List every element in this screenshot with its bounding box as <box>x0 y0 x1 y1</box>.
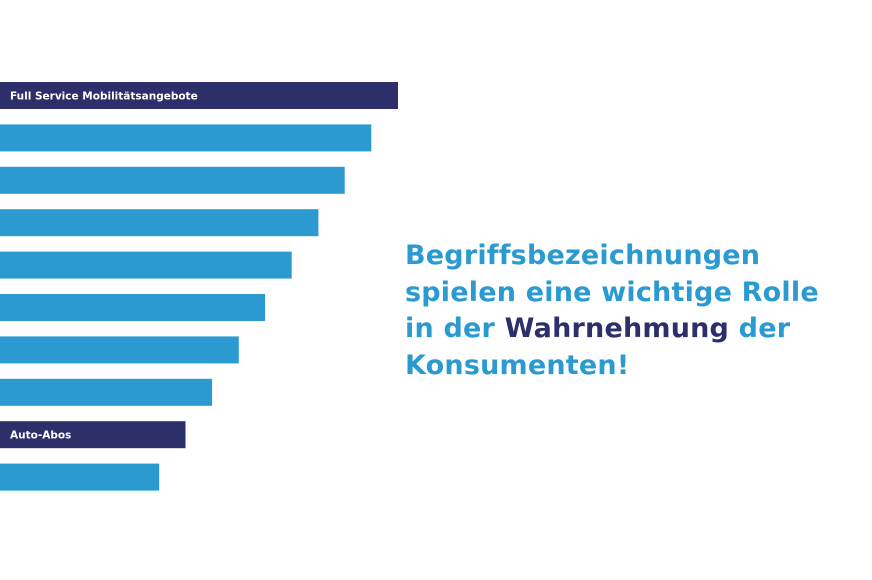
bar-4 <box>0 209 319 237</box>
bar-7 <box>0 336 239 364</box>
headline-line-2: spielen eine wichtige Rolle <box>405 276 819 308</box>
headline-line-4: Konsumenten! <box>405 349 630 381</box>
bar-8 <box>0 378 213 406</box>
headline-emphasis-word: Wahrnehmung <box>504 313 730 344</box>
bar-9 <box>0 421 186 449</box>
headline-line-3-start: in der <box>405 313 505 344</box>
bar-1 <box>0 82 398 109</box>
headline-line-1: Begriffsbezeichnungen <box>405 240 761 271</box>
bar-10 <box>0 463 160 491</box>
headline-line-3-end: der <box>729 313 791 344</box>
bar-label-1: Full Service Mobilitätsangebote <box>10 91 198 103</box>
bar-5 <box>0 251 292 279</box>
headline: Begriffsbezeichnungen spielen eine wicht… <box>405 238 865 384</box>
horizontal-bar-chart: Full Service Mobilitätsangebote Auto-Abos <box>0 82 398 491</box>
headline-line-3: in der Wahrnehmung der <box>405 311 865 348</box>
bar-3 <box>0 166 345 194</box>
bar-label-9: Auto-Abos <box>10 430 71 442</box>
bar-2 <box>0 124 372 152</box>
bar-6 <box>0 294 266 321</box>
